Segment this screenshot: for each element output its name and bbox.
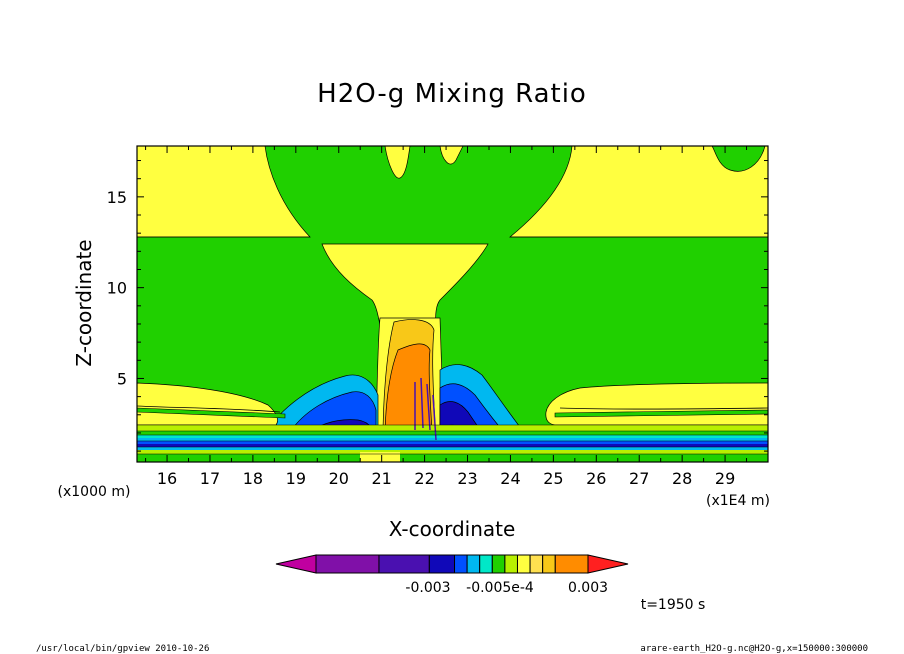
colorbar-swatch [428, 554, 456, 574]
x-tick-label: 23 [457, 469, 477, 488]
y-tick-label: 5 [117, 369, 127, 388]
contour-green-line-right [559, 407, 769, 410]
x-tick-label: 24 [500, 469, 520, 488]
x-axis-label: X-coordinate [389, 517, 516, 541]
colorbar-swatch [479, 554, 493, 574]
contour-yellow-upper-mid2 [439, 145, 464, 165]
chart-title: H2O-g Mixing Ratio [317, 79, 587, 109]
contour-column-streaks [414, 377, 437, 441]
x-tick-label: 18 [243, 469, 263, 488]
band-green [137, 431, 768, 435]
x-tick-label: 16 [157, 469, 177, 488]
contour-yellow-upper-right [509, 145, 769, 238]
contour-column-orange [384, 343, 433, 433]
colorbar-label: -0.003 [405, 580, 450, 596]
colorbar-swatch [315, 554, 380, 574]
x-tick-label: 17 [200, 469, 220, 488]
band-blue [137, 441, 768, 444]
colorbar-swatch [378, 554, 430, 574]
band-lightblue-2 [137, 447, 768, 450]
colorbar-swatch [554, 554, 589, 574]
band-darkblue [137, 444, 768, 447]
x-tick-label: 28 [672, 469, 692, 488]
colorbar-label: -0.005e-4 [466, 580, 534, 596]
contour-yellow-upper-mid [384, 145, 411, 179]
band-contour-lines [137, 236, 768, 455]
contour-green-line-left [136, 405, 281, 413]
colorbar-extend-low [275, 554, 317, 574]
x-tick-label: 26 [586, 469, 606, 488]
x-tick-label: 20 [329, 469, 349, 488]
band-lightblue [137, 438, 768, 441]
x-tick-label: 29 [715, 469, 735, 488]
colorbar-swatch [454, 554, 468, 574]
y-axis-label: Z-coordinate [72, 239, 96, 366]
colorbar [275, 554, 629, 574]
colorbar-swatch [542, 554, 556, 574]
band-lightgreen [137, 425, 768, 431]
contour-yellow-lower-right [545, 382, 769, 426]
band-cyan [137, 435, 768, 438]
colorbar-label: 0.003 [568, 580, 608, 596]
y-axis-ticks: 5 10 15 [107, 160, 768, 452]
colorbar-swatch [504, 554, 518, 574]
x-axis-ticks: 16 17 18 19 20 21 22 23 24 25 26 27 28 29 [145, 146, 748, 488]
y-tick-label: 10 [107, 279, 127, 298]
x-unit-label: (x1E4 m) [706, 493, 770, 509]
colorbar-swatch [466, 554, 481, 574]
colorbar-extend-high [587, 554, 629, 574]
colorbar-swatch [491, 554, 506, 574]
colorbar-swatch [516, 554, 531, 574]
x-tick-label: 19 [286, 469, 306, 488]
footer-right: arare-earth_H2O-g.nc@H2O-g,x=150000:3000… [640, 644, 868, 654]
footer-left: /usr/local/bin/gpview 2010-10-26 [36, 644, 209, 654]
band-yellow-spot [360, 452, 400, 462]
band-green-bottom [137, 454, 768, 462]
plot-frame [136, 145, 769, 463]
x-tick-label: 22 [414, 469, 434, 488]
band-lightgreen-2 [137, 450, 768, 454]
plot-area [136, 145, 769, 463]
colorbar-swatch [529, 554, 544, 574]
y-unit-label: (x1000 m) [58, 484, 131, 500]
x-tick-label: 27 [629, 469, 649, 488]
y-tick-label: 15 [107, 188, 127, 207]
time-label: t=1950 s [641, 597, 706, 613]
x-tick-label: 25 [543, 469, 563, 488]
x-tick-label: 21 [371, 469, 391, 488]
